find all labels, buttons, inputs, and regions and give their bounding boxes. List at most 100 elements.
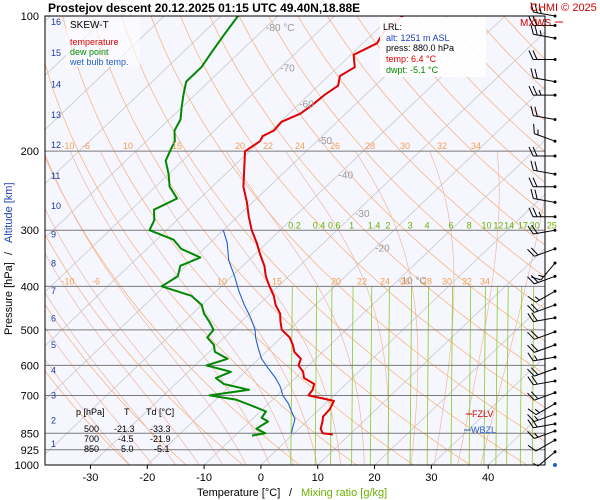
wind-barb-flag xyxy=(528,146,534,157)
mixing-ratio-label: 10 xyxy=(481,221,491,231)
lrl-background xyxy=(380,17,486,77)
mixing-ratio-line xyxy=(483,286,486,465)
wind-barb-flag xyxy=(530,391,539,400)
isotherm-label: -30 xyxy=(355,209,370,220)
altitude-tick-label: 4 xyxy=(51,366,56,376)
moist-adiabat-line xyxy=(134,151,318,465)
dry-adiabat-line xyxy=(179,16,545,408)
wind-barb-dot xyxy=(553,261,557,265)
dry-adiabat-label: 34 xyxy=(480,276,490,286)
mixing-ratio-label: 8 xyxy=(467,221,472,231)
dry-adiabat-line xyxy=(45,304,187,465)
isotherm-line xyxy=(45,16,165,131)
dry-adiabat-line xyxy=(62,16,415,465)
isotherm-line xyxy=(203,139,545,465)
wind-barb-flag xyxy=(539,30,542,36)
dry-adiabat-label: 22 xyxy=(263,141,273,151)
dry-adiabat-line xyxy=(592,16,600,475)
altitude-tick-label: 14 xyxy=(51,79,61,89)
legend-dew-point: dew point xyxy=(70,47,109,57)
mixing-ratio-line xyxy=(351,286,354,465)
wind-barb-flag xyxy=(534,68,538,79)
dry-adiabat-label: -10 xyxy=(61,276,74,286)
x-tick-label: -10 xyxy=(196,472,212,484)
isotherm-label: -70 xyxy=(280,64,295,75)
plot-frame xyxy=(44,15,546,466)
wind-barb-dot xyxy=(553,228,557,232)
moist-adiabat-line xyxy=(176,151,342,465)
dry-adiabat-label: 15 xyxy=(272,276,282,286)
lrl-box: LRL: alt: 1251 m ASL press: 880.0 hPa te… xyxy=(380,17,486,77)
x-axis-label-temperature: Temperature [°C] xyxy=(197,487,280,499)
wind-barb-flag xyxy=(527,248,535,257)
moist-adiabat-line xyxy=(45,327,154,465)
isotherm-line xyxy=(45,16,449,401)
moist-adiabat-line xyxy=(45,253,200,465)
mixing-ratio-line xyxy=(330,286,333,465)
wind-barb-flag xyxy=(538,89,542,96)
mixing-ratio-label: 0.4 xyxy=(313,221,326,231)
dry-adiabat-label: -6 xyxy=(82,141,90,151)
table-header-td: Td [°C] xyxy=(146,407,174,417)
wind-barb xyxy=(530,105,557,121)
wind-barb-dot xyxy=(553,367,557,371)
table-cell: -4.5 xyxy=(118,434,134,444)
table-cell: -5.1 xyxy=(154,444,170,454)
wind-barb-flag xyxy=(534,25,538,36)
mixing-ratio-line xyxy=(468,286,472,465)
wind-barb-flag xyxy=(530,330,539,339)
wind-barb-flag xyxy=(532,50,538,60)
mixing-ratio-line xyxy=(531,286,535,465)
wind-barb-dot xyxy=(553,117,557,121)
dry-adiabat-line xyxy=(563,16,600,475)
dry-adiabat-label: -10 xyxy=(61,141,74,151)
wind-barb-dot xyxy=(553,316,557,320)
wind-barb-flag xyxy=(528,207,534,217)
mixing-ratio-label: 0.6 xyxy=(328,221,341,231)
mixing-ratio-label: 2 xyxy=(385,221,390,231)
dry-adiabat-line xyxy=(121,16,528,465)
wind-barb-dot xyxy=(553,14,557,18)
mixing-ratio-line xyxy=(387,286,390,465)
isotherm-line xyxy=(430,356,545,465)
wind-barb-dot xyxy=(553,303,557,307)
wind-barb-flag xyxy=(530,247,539,256)
mixing-ratio-label: 17 xyxy=(518,221,528,231)
mixing-ratio-line xyxy=(426,286,429,465)
isotherm-line xyxy=(45,16,393,347)
legend-wet-bulb: wet bulb temp. xyxy=(69,57,129,67)
wind-barb-dot xyxy=(553,154,557,158)
dry-adiabat-label: 34 xyxy=(471,141,481,151)
x-tick-label: 30 xyxy=(425,472,437,484)
chart-title: Prostejov descent 20.12.2025 01:15 UTC 4… xyxy=(48,1,360,15)
isotherm-line xyxy=(45,16,222,185)
x-tick-label: 20 xyxy=(368,472,380,484)
legend-temperature: temperature xyxy=(70,37,119,47)
wind-barb-flag xyxy=(538,274,544,278)
dry-adiabat-line xyxy=(209,16,545,375)
isotherm-label: -20 xyxy=(375,244,390,255)
wind-barb-flag xyxy=(532,85,538,96)
wind-barb xyxy=(530,2,557,18)
wind-barb-dot xyxy=(553,402,557,406)
wind-barb-flag xyxy=(532,146,538,157)
x-tick-label: 0 xyxy=(258,472,264,484)
mixing-ratio-label: 20 xyxy=(530,221,540,231)
altitude-tick-label: 12 xyxy=(51,140,61,150)
wind-barb-dot xyxy=(553,247,557,251)
wet-bulb-profile xyxy=(222,230,296,434)
wind-barb-flag xyxy=(527,392,535,401)
y-axis-title: Pressure [hPa] / Altitude [km] xyxy=(3,182,15,335)
table-cell: 5.0 xyxy=(121,444,134,454)
legend-title: SKEW-T xyxy=(70,20,109,31)
table-header-t: T xyxy=(124,407,130,417)
wind-barb-dot xyxy=(553,355,557,359)
mixing-ratio-line xyxy=(369,286,373,465)
wind-barb-flag xyxy=(530,24,534,35)
wind-barb-flag xyxy=(538,211,542,217)
altitude-tick-label: 2 xyxy=(51,415,56,425)
temperature-profile xyxy=(242,16,404,436)
altitude-tick-label: 6 xyxy=(51,314,56,324)
moist-adiabat-line xyxy=(355,151,419,465)
altitude-tick-label: 3 xyxy=(51,391,56,401)
